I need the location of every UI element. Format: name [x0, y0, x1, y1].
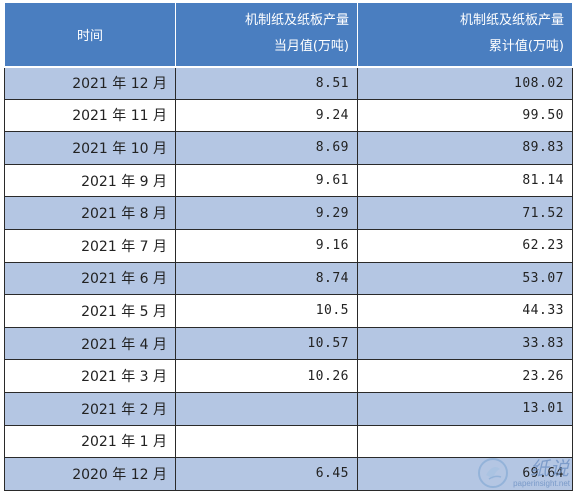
table-row: 2021 年 11 月 9.24 99.50: [4, 98, 573, 133]
header-cumulative-line2: 累计值(万吨): [488, 39, 564, 55]
cell-time: 2021 年 6 月: [4, 261, 176, 296]
table-row: 2021 年 2 月 13.01: [4, 391, 573, 426]
table-row: 2021 年 4 月 10.57 33.83: [4, 326, 573, 361]
table-row: 2021 年 8 月 9.29 71.52: [4, 196, 573, 230]
cell-monthly-output: 10.26: [175, 359, 358, 393]
cell-cumulative-output: 99.50: [357, 98, 573, 133]
cell-time: 2021 年 8 月: [4, 196, 176, 230]
cell-monthly-output: 9.29: [175, 196, 358, 230]
table-row: 2021 年 6 月 8.74 53.07: [4, 261, 573, 296]
cell-cumulative-output: 23.26: [357, 359, 573, 393]
header-monthly-line2: 当月值(万吨): [273, 39, 349, 55]
cell-monthly-output: 9.61: [175, 163, 358, 198]
cell-monthly-output: 9.24: [175, 98, 358, 133]
cell-time: 2021 年 2 月: [4, 391, 176, 426]
cell-time: 2021 年 9 月: [4, 163, 176, 198]
cell-monthly-output: 8.69: [175, 131, 358, 165]
table-row: 2021 年 1 月: [4, 424, 573, 459]
header-row: 时间 机制纸及纸板产量 当月值(万吨) 机制纸及纸板产量 累计值(万吨): [4, 2, 573, 68]
header-monthly-output: 机制纸及纸板产量 当月值(万吨): [175, 2, 358, 68]
table-row: 2021 年 9 月 9.61 81.14: [4, 163, 573, 198]
cell-monthly-output: [175, 391, 358, 426]
header-cumulative-line1: 机制纸及纸板产量: [459, 13, 564, 29]
cell-cumulative-output: 108.02: [357, 66, 573, 100]
cell-time: 2020 年 12 月: [4, 457, 176, 491]
cell-cumulative-output: [357, 424, 573, 459]
cell-time: 2021 年 3 月: [4, 359, 176, 393]
paper-production-table: 时间 机制纸及纸板产量 当月值(万吨) 机制纸及纸板产量 累计值(万吨) 202…: [4, 2, 573, 491]
cell-monthly-output: 8.74: [175, 261, 358, 296]
header-cumulative-output: 机制纸及纸板产量 累计值(万吨): [357, 2, 573, 68]
table-body: 2021 年 12 月 8.51 108.02 2021 年 11 月 9.24…: [4, 66, 573, 491]
cell-monthly-output: [175, 424, 358, 459]
table-row: 2021 年 5 月 10.5 44.33: [4, 294, 573, 328]
cell-cumulative-output: 62.23: [357, 228, 573, 263]
cell-time: 2021 年 7 月: [4, 228, 176, 263]
cell-monthly-output: 10.57: [175, 326, 358, 361]
cell-cumulative-output: 69.64: [357, 457, 573, 491]
cell-monthly-output: 9.16: [175, 228, 358, 263]
data-table-panel: 时间 机制纸及纸板产量 当月值(万吨) 机制纸及纸板产量 累计值(万吨) 202…: [4, 2, 573, 492]
cell-time: 2021 年 4 月: [4, 326, 176, 361]
table-header: 时间 机制纸及纸板产量 当月值(万吨) 机制纸及纸板产量 累计值(万吨): [4, 2, 573, 68]
table-row: 2021 年 12 月 8.51 108.02: [4, 66, 573, 100]
cell-cumulative-output: 53.07: [357, 261, 573, 296]
cell-cumulative-output: 33.83: [357, 326, 573, 361]
cell-time: 2021 年 12 月: [4, 66, 176, 100]
cell-monthly-output: 6.45: [175, 457, 358, 491]
header-time: 时间: [4, 2, 176, 68]
table-row: 2021 年 7 月 9.16 62.23: [4, 228, 573, 263]
cell-cumulative-output: 81.14: [357, 163, 573, 198]
table-row: 2021 年 3 月 10.26 23.26: [4, 359, 573, 393]
header-monthly-line1: 机制纸及纸板产量: [244, 13, 349, 29]
cell-time: 2021 年 5 月: [4, 294, 176, 328]
table-row: 2020 年 12 月 6.45 69.64: [4, 457, 573, 491]
cell-time: 2021 年 10 月: [4, 131, 176, 165]
cell-monthly-output: 8.51: [175, 66, 358, 100]
cell-time: 2021 年 11 月: [4, 98, 176, 133]
cell-time: 2021 年 1 月: [4, 424, 176, 459]
cell-cumulative-output: 89.83: [357, 131, 573, 165]
table-row: 2021 年 10 月 8.69 89.83: [4, 131, 573, 165]
cell-monthly-output: 10.5: [175, 294, 358, 328]
cell-cumulative-output: 44.33: [357, 294, 573, 328]
cell-cumulative-output: 71.52: [357, 196, 573, 230]
cell-cumulative-output: 13.01: [357, 391, 573, 426]
